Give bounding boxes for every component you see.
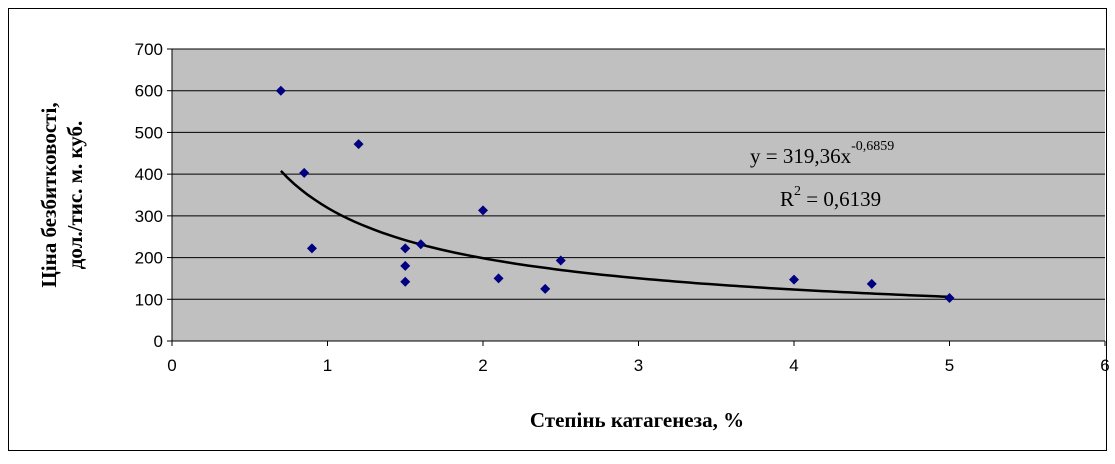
data-point bbox=[306, 243, 317, 254]
y-tick-label: 100 bbox=[135, 290, 163, 309]
y-axis-label: Ціна безбитковості, bbox=[37, 102, 61, 287]
plot-area bbox=[172, 49, 1105, 341]
y-tick-label: 0 bbox=[154, 332, 163, 351]
y-tick-label: 300 bbox=[135, 207, 163, 226]
data-point bbox=[866, 278, 877, 289]
data-point bbox=[493, 273, 504, 284]
x-tick-label: 0 bbox=[167, 356, 176, 375]
x-axis-label: Степінь катагенеза, % bbox=[530, 408, 744, 432]
y-tick-label: 600 bbox=[135, 82, 163, 101]
data-point bbox=[789, 274, 799, 285]
x-tick-label: 2 bbox=[478, 356, 487, 375]
x-tick-label: 6 bbox=[1100, 356, 1109, 375]
data-point bbox=[400, 276, 411, 287]
equation-exponent: -0,6859 bbox=[851, 139, 894, 154]
r-sup: 2 bbox=[794, 184, 801, 199]
y-tick-label: 200 bbox=[135, 249, 163, 268]
x-tick-label: 4 bbox=[789, 356, 798, 375]
y-axis-label: дол./тис. м. куб. bbox=[63, 121, 87, 270]
r-squared: R2 = 0,6139 bbox=[780, 184, 881, 211]
data-point bbox=[400, 260, 411, 271]
data-point bbox=[415, 239, 426, 250]
r-rest: = 0,6139 bbox=[801, 187, 881, 211]
data-point bbox=[400, 243, 411, 254]
y-tick-label: 700 bbox=[135, 40, 163, 59]
y-tick-label: 500 bbox=[135, 123, 163, 142]
trendline bbox=[280, 170, 950, 299]
data-point bbox=[944, 293, 955, 304]
data-point bbox=[555, 255, 566, 266]
data-point bbox=[540, 283, 551, 294]
data-point bbox=[299, 167, 310, 178]
x-tick-label: 1 bbox=[323, 356, 332, 375]
data-point bbox=[478, 205, 488, 216]
x-tick-label: 3 bbox=[634, 356, 643, 375]
y-tick-label: 400 bbox=[135, 165, 163, 184]
r-text: R bbox=[780, 187, 794, 211]
data-point bbox=[353, 139, 364, 150]
x-tick-label: 5 bbox=[945, 356, 954, 375]
equation-text: y = 319,36x bbox=[750, 144, 852, 168]
data-point bbox=[275, 85, 286, 96]
trend-equation: y = 319,36x-0,6859 bbox=[750, 139, 894, 168]
